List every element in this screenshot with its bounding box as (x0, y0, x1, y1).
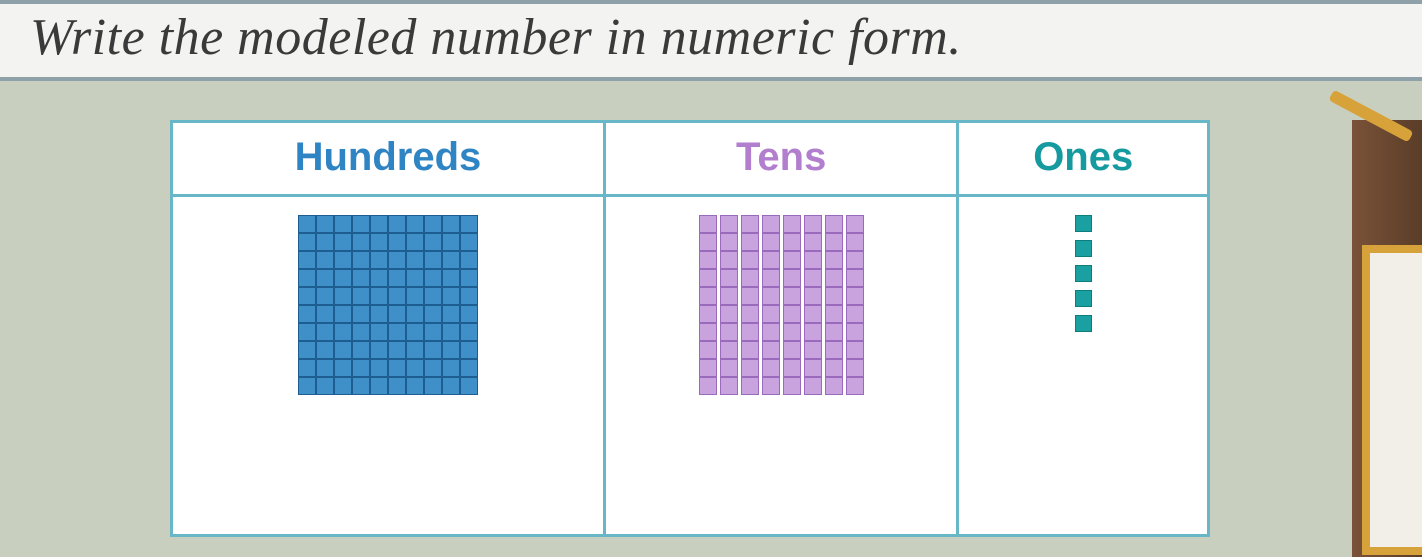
cell-hundreds (172, 196, 605, 536)
header-hundreds: Hundreds (172, 122, 605, 196)
instruction-bar: Write the modeled number in numeric form… (0, 0, 1422, 81)
cell-tens (604, 196, 958, 536)
hundreds-blocks (298, 215, 478, 395)
place-value-table: Hundreds Tens Ones (170, 120, 1210, 537)
scene-window (1362, 245, 1422, 555)
tens-rods (699, 215, 864, 395)
instruction-text: Write the modeled number in numeric form… (30, 9, 962, 66)
header-tens: Tens (604, 122, 958, 196)
table-body-row (172, 196, 1209, 536)
table-header-row: Hundreds Tens Ones (172, 122, 1209, 196)
ones-cubes (1075, 215, 1092, 332)
cell-ones (958, 196, 1209, 536)
header-ones: Ones (958, 122, 1209, 196)
